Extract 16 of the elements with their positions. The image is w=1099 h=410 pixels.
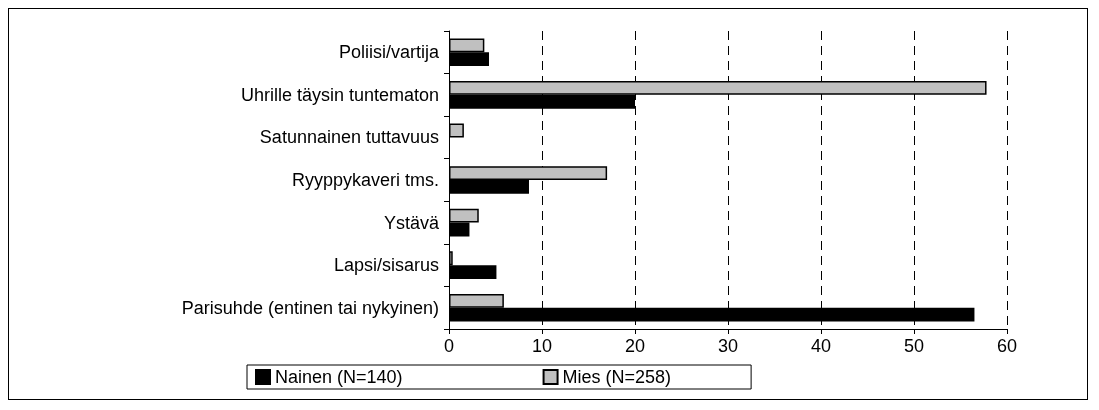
y-tick-label: Uhrille täysin tuntematon [240,84,439,105]
x-tick-label: 30 [717,336,739,356]
y-tick-label: Lapsi/sisarus [333,255,439,276]
x-tick-label: 60 [996,336,1018,356]
x-tick-label: 10 [531,336,553,356]
x-tick-label: 20 [624,336,646,356]
y-tick-label: Poliisi/vartija [338,42,440,63]
legend-label: Nainen (N=140) [275,367,403,387]
x-tick-label: 40 [810,336,832,356]
legend-label: Mies (N=258) [562,367,672,387]
y-tick-label: Parisuhde (entinen tai nykyinen) [181,297,439,318]
y-tick-label: Satunnainen tuttavuus [259,127,439,148]
y-tick-label: Ryyppykaveri tms. [291,170,439,190]
y-tick-label: Ystävä [383,212,440,233]
x-tick-label: 50 [903,336,925,356]
x-tick-label: 0 [443,336,455,356]
